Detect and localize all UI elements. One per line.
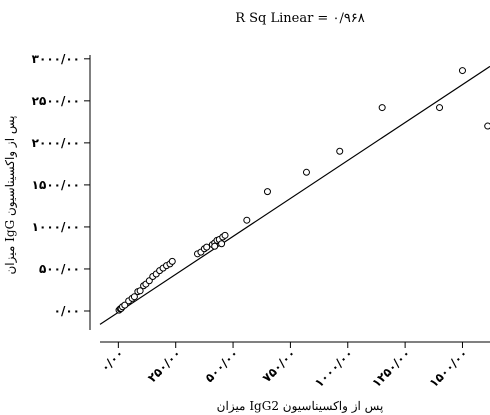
data-point — [336, 147, 344, 155]
data-point — [243, 216, 251, 224]
y-axis-label: میزان IgG پس از واکسیناسیون — [3, 116, 17, 275]
y-tick-label: ۱۵۰۰/۰۰ — [32, 178, 80, 192]
data-point — [203, 243, 211, 251]
data-point — [302, 168, 310, 176]
y-tick-label: ۲۰۰۰/۰۰ — [32, 136, 80, 150]
data-point — [378, 104, 386, 112]
data-point — [121, 301, 129, 309]
data-points — [115, 67, 490, 314]
y-tick-label: ۱۰۰۰/۰۰ — [32, 220, 80, 234]
data-point — [484, 122, 490, 130]
regression-line — [99, 65, 490, 325]
chart-title: R Sq Linear = ۰/۹۶۸ — [235, 11, 365, 26]
x-tick-label: ۰/۰۰ — [98, 346, 127, 375]
x-tick-label: ۵۰۰/۰۰ — [202, 346, 241, 385]
x-axis: ۰/۰۰ ۲۵۰/۰۰ ۵۰۰/۰۰ ۷۵۰/۰۰ ۱۰۰۰/۰۰ ۱۲۵۰/۰۰ ۱۵۰۰… — [98, 342, 471, 390]
x-tick-label: ۷۵۰/۰۰ — [260, 346, 299, 385]
x-tick-label: ۲۵۰/۰۰ — [145, 346, 184, 385]
x-tick-label: ۱۵۰۰/۰۰ — [427, 346, 471, 390]
data-point — [221, 231, 229, 239]
y-tick-label: ۰/۰۰ — [54, 304, 80, 318]
data-point — [218, 240, 226, 248]
x-tick-label: ۱۰۰۰/۰۰ — [312, 346, 356, 390]
data-point — [130, 293, 138, 301]
data-point — [211, 242, 219, 250]
data-point — [263, 188, 271, 196]
data-point — [168, 257, 176, 265]
x-axis-label: میزان IgG2 پس از واکسیناسیون — [217, 399, 384, 413]
data-point — [136, 287, 144, 295]
regression-line-group — [99, 65, 490, 325]
y-tick-label: ۳۰۰۰/۰۰ — [32, 52, 80, 66]
data-point — [458, 67, 466, 75]
data-point — [436, 104, 444, 112]
y-axis: ۰/۰۰ ۵۰۰/۰۰ ۱۰۰۰/۰۰ ۱۵۰۰/۰۰ ۲۰۰۰/۰۰ ۲۵۰۰/۰۰ ۳۰… — [32, 52, 90, 318]
y-tick-label: ۵۰۰/۰۰ — [39, 262, 80, 276]
y-tick-label: ۲۵۰۰/۰۰ — [32, 94, 80, 108]
x-tick-label: ۱۲۵۰/۰۰ — [369, 346, 413, 390]
